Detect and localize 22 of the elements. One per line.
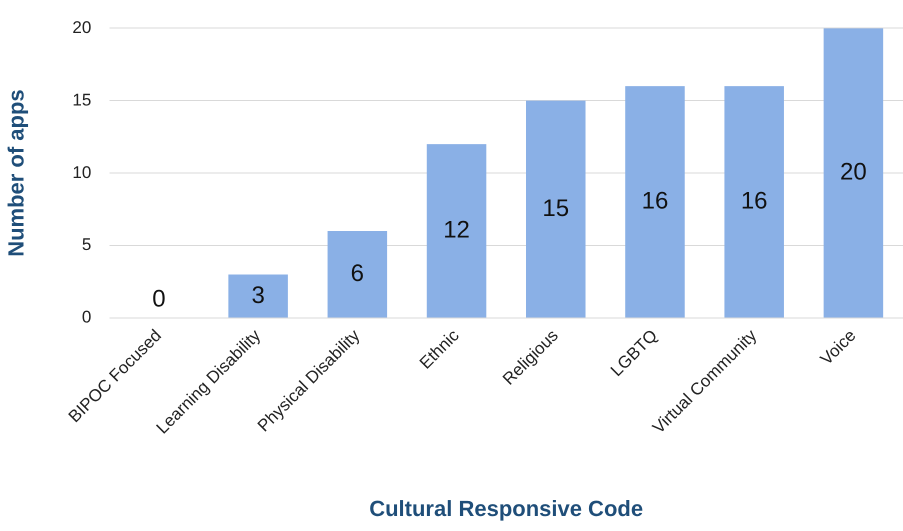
bar xyxy=(625,86,685,318)
data-label: 6 xyxy=(350,260,364,288)
bar xyxy=(426,144,486,318)
data-label: 16 xyxy=(642,188,668,215)
y-tick-label: 20 xyxy=(72,18,92,37)
bar xyxy=(724,86,784,318)
bar xyxy=(228,274,288,318)
y-tick-label: 10 xyxy=(72,162,92,182)
bar xyxy=(824,28,884,318)
y-tick-label: 5 xyxy=(82,235,92,254)
data-label: 16 xyxy=(740,188,768,215)
data-label: 15 xyxy=(542,194,570,222)
bar xyxy=(328,231,388,318)
data-label: 3 xyxy=(251,282,265,309)
y-tick-label: 0 xyxy=(82,308,92,327)
data-label: 20 xyxy=(840,158,867,186)
data-label: 12 xyxy=(443,216,470,244)
bar xyxy=(526,100,586,318)
data-label: 0 xyxy=(152,286,166,313)
x-axis-title: Cultural Responsive Code xyxy=(369,496,644,521)
y-axis-title: Number of apps xyxy=(3,89,28,257)
y-tick-label: 15 xyxy=(72,90,92,110)
